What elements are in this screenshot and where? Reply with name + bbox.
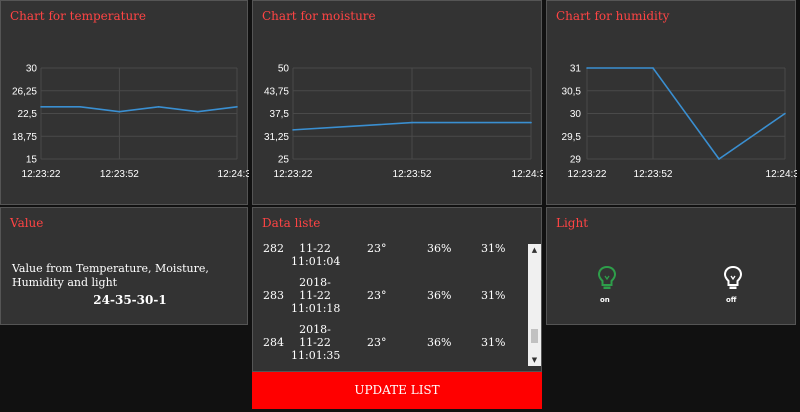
y-tick-label: 25 xyxy=(278,155,290,166)
y-tick-label: 15 xyxy=(26,155,38,166)
y-tick-label: 29,5 xyxy=(562,132,582,143)
temperature-chart-title: Chart for temperature xyxy=(10,9,147,23)
x-tick-label: 12:23:22 xyxy=(22,169,61,180)
data-list-title: Data liste xyxy=(262,216,321,230)
x-tick-label: 12:24:31 xyxy=(766,169,797,180)
data-point xyxy=(784,112,786,115)
temperature-chart-card: Chart for temperature 15 18,75 22,5 26,25 30… xyxy=(0,0,249,205)
data-point xyxy=(411,121,413,124)
row-datetime: 2018-11-22 11:01:18 xyxy=(291,276,341,315)
row-id: 283 xyxy=(263,289,284,302)
y-tick-label: 31,25 xyxy=(264,132,289,143)
data-point xyxy=(292,129,294,131)
y-tick-label: 30 xyxy=(26,64,38,75)
data-point xyxy=(718,158,720,160)
row-time: 11:01:04 xyxy=(291,255,341,268)
data-point xyxy=(118,110,121,113)
light-bulb-on-icon xyxy=(597,265,617,289)
x-tick-label: 12:23:22 xyxy=(568,169,607,180)
row-time: 11:01:18 xyxy=(291,302,341,315)
data-point xyxy=(530,121,532,124)
light-card: Light xyxy=(546,207,796,325)
row-humidity: 31% xyxy=(481,336,506,349)
value-title: Value xyxy=(10,216,44,230)
y-tick-label: 31 xyxy=(570,64,582,75)
y-tick-label: 43,75 xyxy=(264,86,289,97)
scroll-thumb[interactable] xyxy=(531,329,538,343)
row-temperature: 23° xyxy=(367,336,387,349)
row-humidity: 31% xyxy=(481,242,506,255)
moisture-chart-title: Chart for moisture xyxy=(262,9,376,23)
x-tick-label: 12:23:52 xyxy=(100,169,139,180)
data-point xyxy=(236,106,238,108)
row-moisture: 36% xyxy=(427,242,452,255)
y-tick-label: 30 xyxy=(570,109,582,120)
y-tick-label: 29 xyxy=(570,155,582,166)
scroll-up-arrow-icon[interactable]: ▲ xyxy=(531,246,538,254)
row-moisture: 36% xyxy=(427,289,452,302)
row-date: 2018-11-22 xyxy=(299,240,331,255)
scroll-down-arrow-icon[interactable]: ▼ xyxy=(531,356,538,364)
data-list-scrollbar[interactable]: ▲ ▼ xyxy=(528,244,541,366)
table-row: 283 2018-11-22 11:01:18 23° 36% 31% xyxy=(255,276,527,323)
value-card: Value xyxy=(0,207,248,325)
humidity-chart-card: Chart for humidity 29 29,5 30 30,5 31 12:23:2… xyxy=(546,0,797,205)
data-point xyxy=(197,110,199,113)
x-tick-label: 12:23:22 xyxy=(274,169,313,180)
row-temperature: 23° xyxy=(367,289,387,302)
value-code: 24-35-30-1 xyxy=(93,293,167,307)
data-point xyxy=(79,106,81,108)
x-tick-label: 12:24:31 xyxy=(512,169,543,180)
x-tick-label: 12:23:52 xyxy=(393,169,432,180)
y-tick-label: 18,75 xyxy=(12,132,37,143)
row-time: 11:01:35 xyxy=(291,349,341,362)
y-tick-label: 22,5 xyxy=(18,109,38,120)
moisture-chart-card: Chart for moisture 25 31,25 37,5 43,75 50 12:… xyxy=(252,0,543,205)
series-line xyxy=(587,67,786,161)
series-line xyxy=(41,106,238,113)
table-row: 284 2018-11-22 11:01:35 23° 36% 31% xyxy=(255,323,527,370)
y-tick-label: 50 xyxy=(278,64,290,75)
row-datetime: 2018-11-22 11:01:35 xyxy=(291,323,341,362)
light-on-label: on xyxy=(600,296,610,304)
data-point xyxy=(652,67,654,69)
row-id: 282 xyxy=(263,242,284,255)
data-point xyxy=(157,106,160,108)
row-date: 2018-11-22 xyxy=(299,323,331,349)
moisture-chart: 25 31,25 37,5 43,75 50 12:23:22 12:23:52 12:24:… xyxy=(264,64,543,181)
x-tick-label: 12:23:52 xyxy=(634,169,673,180)
update-list-button[interactable]: UPDATE LIST xyxy=(252,372,542,409)
value-description: Value from Temperature, Moisture, Humidi… xyxy=(12,262,209,289)
row-id: 284 xyxy=(263,336,284,349)
row-date: 2018-11-22 xyxy=(299,276,331,302)
y-tick-label: 26,25 xyxy=(12,86,37,97)
row-temperature: 23° xyxy=(367,242,387,255)
light-bulb-off-icon xyxy=(723,265,743,289)
humidity-chart: 29 29,5 30 30,5 31 12:23:22 12:23:52 12:24:31 xyxy=(562,64,797,181)
row-moisture: 36% xyxy=(427,336,452,349)
y-tick-label: 37,5 xyxy=(270,109,290,120)
data-point xyxy=(40,106,42,108)
row-humidity: 31% xyxy=(481,289,506,302)
y-tick-label: 30,5 xyxy=(562,86,582,97)
light-title: Light xyxy=(556,216,589,230)
x-tick-label: 12:24:31 xyxy=(218,169,249,180)
data-point xyxy=(586,67,588,69)
temperature-chart: 15 18,75 22,5 26,25 30 12:23:22 12:23:52 12:24:… xyxy=(12,64,249,181)
humidity-chart-title: Chart for humidity xyxy=(556,9,670,23)
light-off-label: off xyxy=(726,296,737,304)
